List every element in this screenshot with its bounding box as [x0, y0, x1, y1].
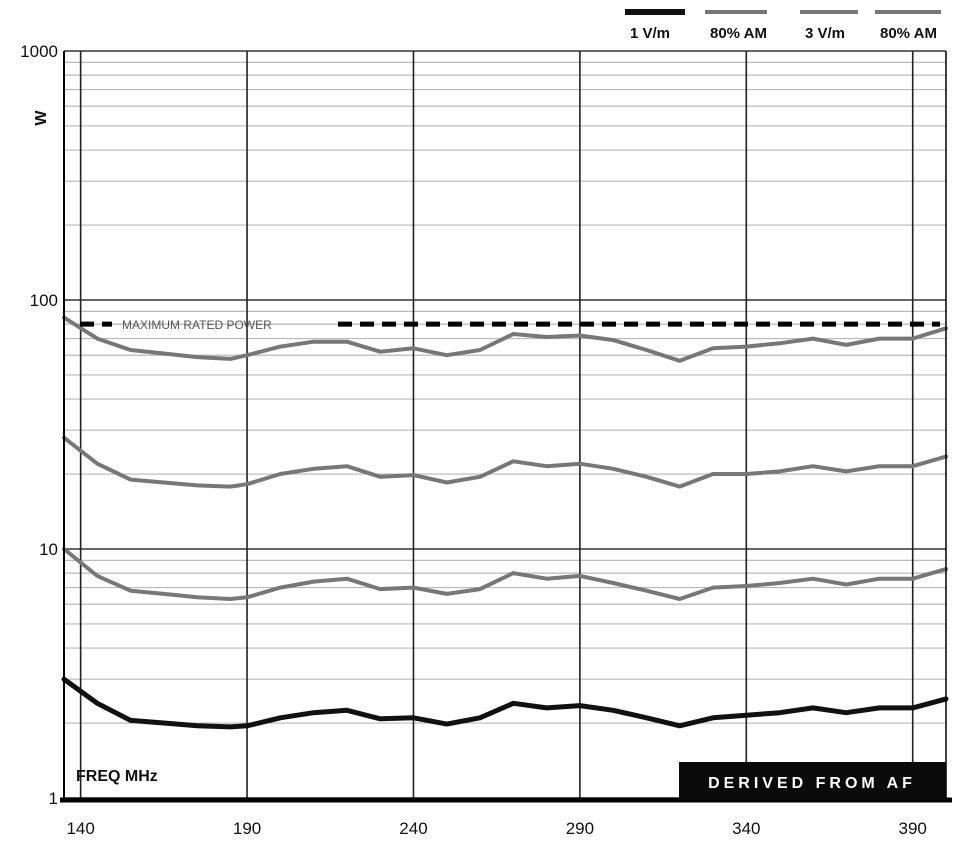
series-layer	[61, 315, 949, 730]
derived-badge-text: DERIVED FROM AF	[708, 775, 916, 792]
x-tick-label: 390	[899, 819, 927, 838]
x-tick-label: 340	[732, 819, 760, 838]
max-power-label: MAXIMUM RATED POWER	[122, 318, 272, 332]
x-tick-label: 190	[233, 819, 261, 838]
x-axis-label: FREQ MHz	[76, 768, 158, 785]
y-tick-label: 1000	[20, 42, 58, 61]
series-line-1	[61, 676, 949, 730]
derived-badge	[679, 762, 946, 800]
y-tick-label: 1	[49, 789, 58, 808]
legend-label: 80% AM	[880, 25, 937, 42]
reference-layer: MAXIMUM RATED POWER	[80, 318, 940, 332]
x-tick-label: 240	[399, 819, 427, 838]
legend-label: 1 V/m	[630, 25, 670, 42]
tick-labels: 140 190 240 290 340 390 1 10 100 1000	[20, 42, 927, 838]
series-line-2	[62, 547, 948, 601]
x-tick-label: 290	[566, 819, 594, 838]
y-tick-label: 100	[30, 291, 58, 310]
legend-label: 3 V/m	[805, 25, 845, 42]
legend: 1 V/m 80% AM 3 V/m 80% AM	[625, 9, 941, 42]
y-tick-label: 10	[39, 540, 58, 559]
y-axis-label: W	[33, 110, 50, 126]
series-line-4	[62, 315, 948, 363]
series-line-3	[62, 435, 948, 489]
major-gridlines	[64, 50, 946, 799]
legend-label: 80% AM	[710, 25, 767, 42]
x-tick-label: 140	[66, 819, 94, 838]
